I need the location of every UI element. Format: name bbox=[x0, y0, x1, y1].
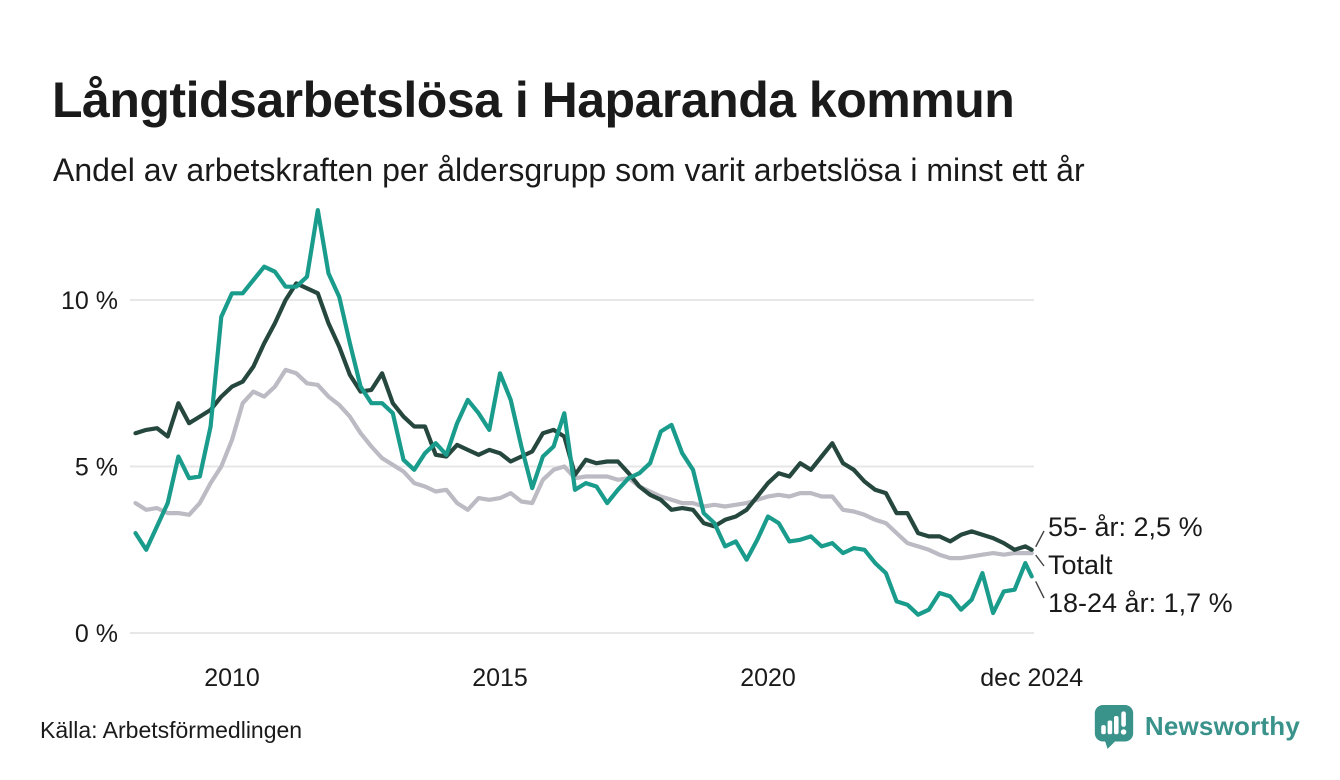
brand-logo[interactable]: Newsworthy bbox=[1093, 703, 1300, 749]
line-total bbox=[133, 367, 1034, 561]
leader-line-total bbox=[1035, 554, 1045, 567]
source-note: Källa: Arbetsförmedlingen bbox=[40, 717, 303, 743]
leader-line-55plus bbox=[1035, 530, 1045, 548]
leader-line-18-24 bbox=[1035, 581, 1045, 599]
page-title: Långtidsarbetslösa i Haparanda kommun bbox=[52, 71, 1015, 128]
brand-name: Newsworthy bbox=[1144, 710, 1300, 741]
x-tick-label: 2010 bbox=[204, 664, 260, 692]
y-tick-label: 5 % bbox=[75, 454, 118, 482]
end-label-18-24: 18-24 år: 1,7 % bbox=[1048, 588, 1233, 618]
end-label-55-plus: 55- år: 2,5 % bbox=[1048, 512, 1203, 542]
x-tick-label: 2020 bbox=[740, 664, 796, 692]
x-tick-label: 2015 bbox=[472, 664, 528, 692]
line-18-24 bbox=[133, 208, 1034, 617]
line-55plus bbox=[133, 281, 1034, 552]
y-tick-label: 10 % bbox=[61, 287, 118, 315]
page-subtitle: Andel av arbetskraften per åldersgrupp s… bbox=[53, 152, 1085, 188]
newsworthy-logo-icon bbox=[1094, 705, 1134, 749]
y-tick-label: 0 % bbox=[75, 620, 118, 648]
x-tick-label: dec 2024 bbox=[980, 664, 1083, 692]
end-label-total: Totalt bbox=[1048, 550, 1113, 580]
